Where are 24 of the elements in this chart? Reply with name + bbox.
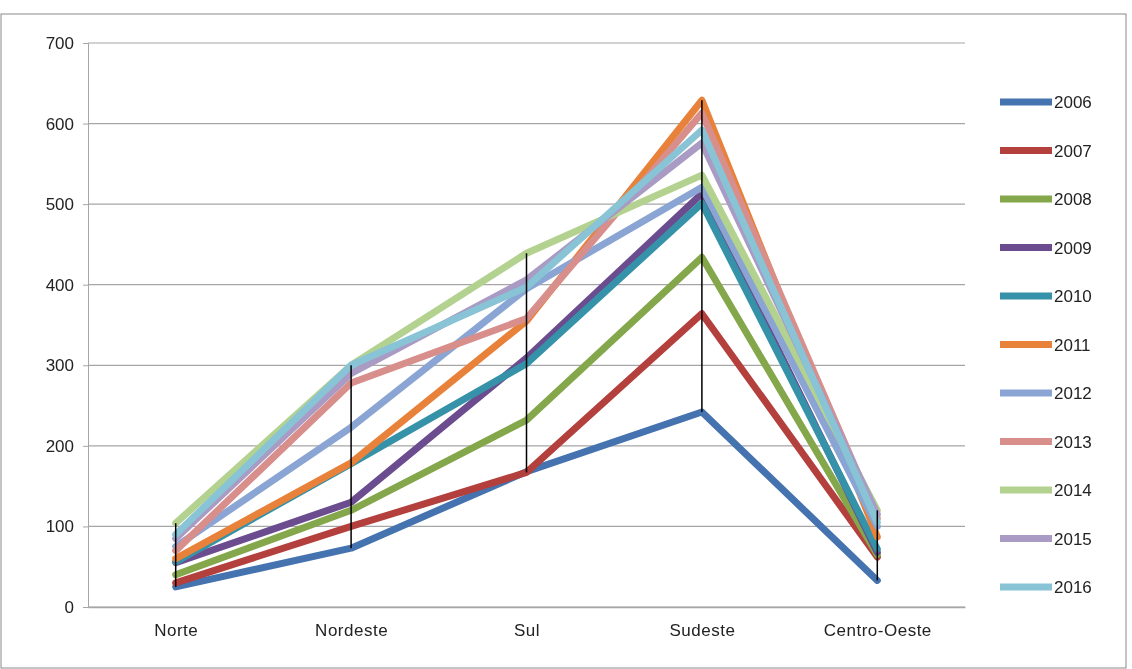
y-tick-label: 600	[45, 114, 74, 134]
legend-label: 2009	[1054, 238, 1092, 258]
x-tick-label: Norte	[154, 621, 199, 640]
legend-label: 2016	[1054, 578, 1092, 597]
x-tick-label: Centro-Oeste	[823, 621, 932, 640]
y-tick-label: 700	[45, 33, 74, 53]
y-tick-label: 100	[45, 517, 74, 537]
legend-label: 2013	[1054, 432, 1092, 452]
legend-label: 2015	[1054, 529, 1092, 549]
legend-label: 2012	[1054, 384, 1092, 403]
legend-label: 2008	[1054, 190, 1092, 209]
legend-label: 2010	[1054, 287, 1092, 306]
y-tick-label: 0	[64, 597, 74, 617]
legend-label: 2006	[1054, 93, 1092, 112]
y-tick-label: 300	[45, 356, 74, 376]
legend-label: 2014	[1054, 481, 1092, 500]
y-tick-label: 400	[45, 275, 74, 295]
x-tick-label: Sudeste	[669, 621, 736, 640]
y-tick-label: 200	[45, 436, 74, 456]
x-tick-label: Nordeste	[315, 621, 389, 640]
legend-label: 2007	[1054, 141, 1092, 161]
y-tick-label: 500	[45, 195, 74, 215]
legend-label: 2011	[1054, 335, 1091, 355]
x-tick-label: Sul	[513, 621, 541, 640]
